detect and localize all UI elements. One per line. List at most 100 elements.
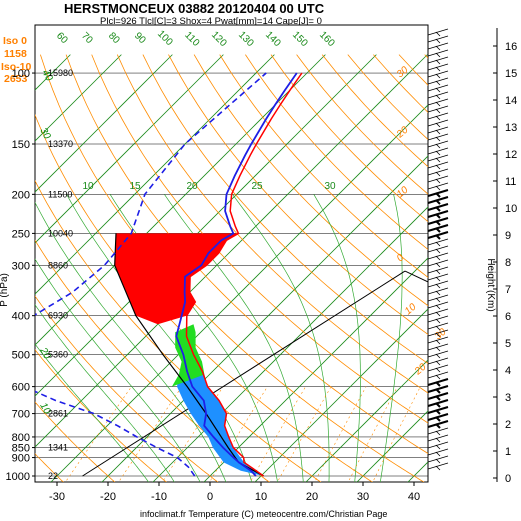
wind-barb (427, 105, 449, 113)
height-tick-label: 5 (505, 338, 511, 350)
wind-barb-flag (435, 73, 441, 79)
wind-barb-flag (435, 388, 441, 394)
pressure-tick-label: 900 (12, 453, 30, 465)
wind-barb-flag (435, 136, 441, 142)
wind-barb-flag (435, 45, 441, 51)
wind-barb (427, 406, 449, 414)
wind-barb-flag (435, 185, 441, 191)
isotherm-line (356, 410, 428, 482)
height-tick-label: 6 (505, 311, 511, 323)
wind-barb (427, 126, 449, 134)
wind-barb-flag (435, 213, 441, 219)
wind-barb-flag (435, 220, 441, 226)
freezing-level-box: Iso 0 1158 Iso-10 2653 (0, 33, 34, 85)
wind-barb (427, 119, 449, 127)
wind-barb-flag (435, 80, 441, 86)
height-label: 6930 (48, 311, 68, 321)
isotherm-line (35, 54, 173, 193)
isotherm-label: 25 (251, 181, 263, 192)
wind-barb (427, 343, 449, 351)
height-tick-label: 11 (505, 176, 516, 188)
wind-barb (427, 217, 449, 225)
wind-barb (427, 210, 449, 218)
wind-barb (427, 252, 449, 260)
wind-barb-flag (435, 164, 441, 170)
isotherm-label: 30 (324, 181, 336, 192)
green-area (171, 324, 205, 387)
wind-barb-flag (435, 199, 441, 205)
wind-barb-flag (435, 66, 441, 72)
wind-barb-flag (435, 423, 441, 429)
temperature-tick-label: -30 (49, 491, 65, 503)
moist-adiabat-line (35, 343, 149, 482)
wind-barb (427, 455, 449, 463)
pressure-tick-label: 700 (12, 409, 30, 421)
wind-barb (427, 420, 449, 428)
height-tick-label: 2 (505, 419, 511, 431)
wind-barb-flag (435, 122, 441, 128)
dry-adiabat-label: 30 (433, 326, 449, 342)
height-label: 22 (48, 471, 58, 481)
footer-credit: infoclimat.fr Temperature (C) meteocentr… (140, 509, 387, 519)
wind-barb-flag (435, 297, 441, 303)
wind-barb-flag (435, 115, 441, 121)
temperature-tick-label: 40 (408, 491, 420, 503)
wind-barb (427, 161, 449, 169)
wind-barb-flag (435, 416, 441, 422)
isotherm-line (203, 257, 428, 482)
wind-barb-flag (435, 108, 441, 114)
height-label: 1341 (48, 443, 68, 453)
mixing-ratio-label: 10 (37, 401, 52, 417)
chart-subtitle: Plcl=926 Tlcl[C]=3 Shox=4 Pwat[mm]=14 Ca… (100, 16, 322, 27)
height-tick-label: 15 (505, 68, 517, 80)
dewpoint-line (175, 72, 298, 477)
height-tick-label: 16 (505, 41, 517, 53)
height-tick-label: 12 (505, 149, 517, 161)
wind-barb-flag (435, 31, 441, 37)
height-label: 15980 (48, 68, 73, 78)
isotherm-line (35, 54, 122, 142)
wind-barb-flag (435, 290, 441, 296)
wind-barb (427, 133, 449, 141)
isotherm-line (35, 54, 326, 346)
wind-barb-flag (435, 451, 441, 457)
isotherm-label: 15 (129, 181, 141, 192)
wind-barb (427, 63, 449, 71)
iso10-height: 2653 (4, 73, 28, 85)
wind-barb-flag (435, 276, 441, 282)
wind-barb-flag (435, 234, 441, 240)
mixing-ratio-line (65, 386, 132, 482)
pressure-tick-label: 200 (12, 189, 30, 201)
wind-barb (427, 441, 449, 449)
wind-barb (427, 112, 449, 120)
temperature-tick-label: -10 (151, 491, 167, 503)
wind-barb-flag (435, 283, 441, 289)
temperature-tick-label: 20 (306, 491, 318, 503)
wind-barb-flag (435, 269, 441, 275)
wind-barb-flag (435, 318, 441, 324)
height-label: 10040 (48, 228, 73, 238)
wind-barb (427, 462, 449, 470)
moist-adiabat-line (313, 194, 361, 482)
wind-barb (427, 42, 449, 50)
wind-barb (427, 231, 449, 239)
height-tick-label: 10 (505, 203, 517, 215)
wind-barb-flag (435, 304, 441, 310)
wind-barb-flag (435, 374, 441, 380)
wind-barb (427, 294, 449, 302)
temperature-tick-label: 10 (255, 491, 267, 503)
wind-barb (427, 140, 449, 148)
moist-adiabat-line (232, 194, 330, 482)
height-axis-label: Height (Km) (485, 258, 496, 311)
wind-barb (427, 147, 449, 155)
wind-barb (427, 84, 449, 92)
isotherm-label: 10 (82, 181, 94, 192)
parcel-line (114, 233, 264, 477)
wind-barb (427, 371, 449, 379)
isotherm-line (50, 104, 428, 482)
isotherm-line (101, 155, 428, 482)
chart-title: HERSTMONCEUX 03882 20120404 00 UTC (64, 1, 325, 16)
isotherm-line (35, 54, 428, 448)
wind-barb (427, 259, 449, 267)
